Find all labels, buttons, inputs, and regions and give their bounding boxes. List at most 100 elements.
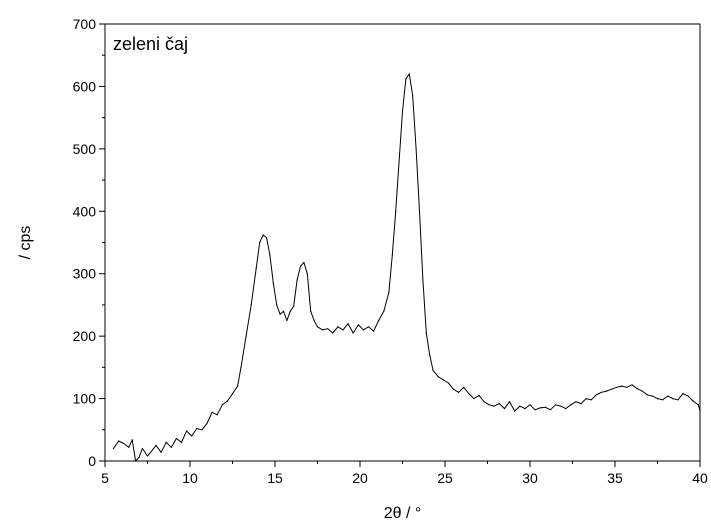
data-point — [352, 332, 354, 334]
x-tick-label: 40 — [692, 470, 708, 486]
data-point — [401, 110, 404, 112]
data-point — [231, 393, 234, 395]
data-point — [425, 332, 427, 334]
plot-frame — [104, 23, 701, 462]
data-point — [405, 78, 407, 80]
x-tick-label: 35 — [607, 470, 623, 486]
data-point — [191, 435, 193, 437]
data-point — [131, 439, 133, 441]
data-point — [221, 404, 223, 406]
data-point — [539, 407, 541, 409]
data-point — [493, 405, 495, 407]
data-point — [692, 400, 694, 402]
data-point — [226, 400, 228, 402]
data-point — [408, 73, 410, 75]
data-point — [357, 324, 359, 326]
data-point — [488, 404, 490, 406]
data-point — [687, 395, 689, 397]
data-point — [580, 403, 582, 405]
data-point — [245, 335, 247, 337]
data-point — [293, 305, 295, 307]
data-point — [611, 388, 613, 390]
data-point — [699, 410, 701, 412]
data-point — [332, 332, 334, 334]
data-point — [337, 326, 339, 328]
data-point — [677, 399, 679, 401]
data-point — [322, 329, 324, 331]
data-point — [483, 401, 485, 403]
data-point — [282, 310, 285, 312]
data-point — [575, 401, 577, 403]
y-tick-label: 400 — [73, 203, 97, 219]
x-axis-label: 2θ / ° — [384, 505, 422, 522]
data-point — [306, 273, 308, 275]
data-point — [554, 404, 557, 406]
y-tick-label: 0 — [88, 453, 96, 469]
data-point — [211, 411, 213, 413]
data-point — [529, 404, 531, 406]
data-point — [519, 405, 521, 407]
data-point — [473, 398, 475, 400]
data-point — [276, 304, 278, 306]
x-tick-label: 5 — [101, 470, 109, 486]
data-point — [367, 326, 370, 328]
data-point — [362, 329, 364, 331]
x-tick-label: 20 — [352, 470, 368, 486]
data-point — [636, 388, 638, 390]
data-point — [155, 444, 157, 446]
data-point — [590, 399, 592, 401]
data-point — [316, 326, 319, 328]
data-point — [605, 390, 608, 392]
data-point — [201, 429, 203, 431]
data-point — [196, 427, 198, 430]
data-point — [437, 376, 439, 378]
data-point — [626, 386, 628, 388]
data-point — [383, 310, 385, 312]
data-point — [141, 447, 143, 450]
data-point — [422, 279, 424, 281]
data-point — [255, 266, 257, 269]
data-point — [373, 330, 375, 332]
data-point — [656, 398, 659, 400]
data-point — [544, 406, 546, 408]
data-point — [299, 265, 302, 267]
data-point — [250, 304, 252, 306]
data-point — [135, 460, 137, 462]
data-point — [682, 393, 684, 395]
data-point — [206, 422, 208, 425]
axes — [104, 23, 701, 462]
data-point — [672, 398, 674, 400]
data-point — [272, 282, 274, 284]
data-point — [585, 398, 587, 400]
data-point — [458, 391, 460, 393]
data-point — [616, 386, 618, 388]
data-point — [118, 440, 120, 442]
data-point — [697, 404, 699, 406]
data-point — [347, 323, 349, 325]
data-point — [378, 319, 380, 322]
data-point — [237, 385, 239, 387]
data-point — [418, 210, 421, 212]
x-tick-label: 30 — [522, 470, 538, 486]
data-point — [463, 386, 465, 388]
data-point — [138, 456, 140, 458]
data-point — [646, 394, 648, 396]
data-point — [570, 404, 572, 406]
data-point — [621, 385, 623, 387]
data-point — [146, 455, 149, 457]
annotation-label: zeleni čaj — [113, 34, 188, 54]
data-point — [667, 395, 669, 397]
data-point — [478, 394, 480, 396]
data-point — [565, 408, 567, 410]
data-point — [468, 393, 470, 395]
data-point — [262, 234, 264, 236]
x-tick-label: 25 — [437, 470, 453, 486]
data-point — [524, 408, 526, 410]
data-point — [123, 442, 125, 445]
data-point — [442, 379, 444, 381]
data-point — [391, 254, 393, 256]
data-point — [186, 430, 188, 432]
data-point — [313, 319, 315, 322]
